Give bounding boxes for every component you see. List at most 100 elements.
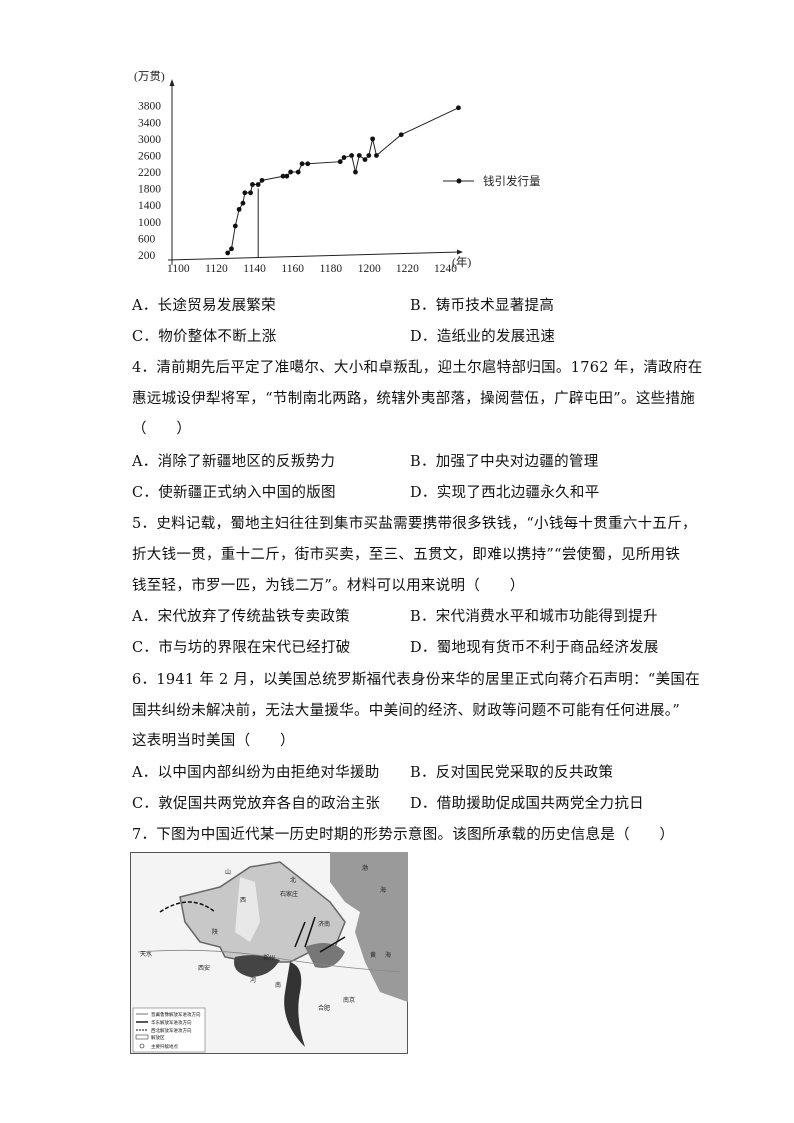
q4-option-b[interactable]: B．加强了中央对边疆的管理	[410, 454, 599, 470]
q5-option-b[interactable]: B．宋代消费水平和城市功能得到提升	[410, 609, 658, 625]
q3-option-a[interactable]: A．长途贸易发展繁荣	[132, 298, 276, 314]
q6-option-b[interactable]: B．反对国民党采取的反共政策	[410, 765, 614, 781]
y-tick-label: 2200	[138, 167, 161, 179]
q5-option-a[interactable]: A．宋代放弃了传统盐铁专卖政策	[132, 609, 350, 625]
q7-stem: 7．下图为中国近代某一历史时期的形势示意图。该图所承载的历史信息是（ ）	[132, 827, 675, 843]
svg-text:河: 河	[250, 976, 256, 984]
y-tick-label: 1800	[138, 184, 161, 196]
y-tick-label: 1000	[138, 217, 161, 229]
svg-text:陕: 陕	[212, 928, 218, 936]
x-tick-label: 1100	[167, 263, 190, 275]
svg-text:天水: 天水	[140, 950, 152, 958]
x-axis-label: (年)	[452, 255, 471, 269]
legend: 钱引发行量	[443, 174, 541, 188]
data-point	[370, 136, 376, 142]
q4-option-a[interactable]: A．消除了新疆地区的反叛势力	[132, 454, 336, 470]
svg-text:海: 海	[380, 886, 386, 894]
x-tick-label: 1160	[281, 263, 304, 275]
x-axis-arrow	[457, 249, 463, 255]
data-point	[232, 223, 238, 229]
data-point	[353, 169, 358, 175]
q3-option-c[interactable]: C．物价整体不断上涨	[132, 329, 277, 345]
svg-text:山: 山	[225, 868, 231, 876]
data-point	[305, 161, 311, 167]
data-point	[366, 153, 372, 158]
data-point	[299, 161, 305, 167]
q5-option-c[interactable]: C．市与坊的界限在宋代已经打破	[132, 640, 351, 656]
data-point	[259, 177, 265, 183]
data-point	[280, 173, 286, 179]
data-point	[398, 132, 404, 138]
q6-stem: 6．1941 年 2 月，以美国总统罗斯福代表身份来华的居里正式向蒋介石声明：“…	[132, 672, 700, 688]
data-point	[225, 250, 231, 256]
data-point	[248, 190, 253, 196]
svg-text:黄: 黄	[370, 951, 376, 959]
legend-label: 钱引发行量	[483, 174, 541, 188]
svg-text:合肥: 合肥	[318, 1004, 330, 1012]
data-point	[255, 182, 261, 187]
q5-stem: 钱至轻，市罗一匹，为钱二万”。材料可以用来说明（ ）	[132, 578, 525, 594]
q3-option-b[interactable]: B．铸币技术显著提高	[410, 298, 555, 314]
q4-option-c[interactable]: C．使新疆正式纳入中国的版图	[132, 485, 336, 501]
data-point	[362, 157, 368, 163]
y-tick-label: 200	[138, 250, 156, 262]
historical-situation-map: 山 西 陕 西安 河 南 北 合肥 南京 渤 海 黄 海 济南 石家庄 天水 郑…	[130, 852, 408, 1054]
data-point	[288, 169, 294, 175]
svg-text:石家庄: 石家庄	[280, 890, 298, 898]
y-axis-arrow	[169, 79, 175, 86]
y-tick-label: 600	[138, 233, 156, 245]
svg-text:南京: 南京	[343, 996, 355, 1004]
x-tick-label: 1120	[205, 263, 228, 275]
data-point	[374, 153, 379, 158]
q3-option-d[interactable]: D．造纸业的发展迅速	[410, 329, 556, 345]
q6-stem: 这表明当时美国（ ）	[132, 733, 295, 749]
data-point	[341, 155, 347, 160]
svg-text:晋冀鲁豫解放军进攻方向: 晋冀鲁豫解放军进攻方向	[151, 1011, 201, 1018]
x-tick-label: 1200	[358, 263, 381, 275]
svg-text:华东解放军进攻方向: 华东解放军进攻方向	[151, 1019, 192, 1026]
svg-text:北: 北	[290, 876, 296, 884]
data-point	[284, 173, 290, 179]
y-tick-label: 3800	[138, 101, 161, 113]
data-point	[337, 159, 343, 165]
svg-text:西安: 西安	[198, 964, 210, 972]
q4-stem: 惠远城设伊犁将军，“节制南北两路，统辖外夷部落，操阅营伍，广辟屯田”。这些措施	[132, 391, 696, 407]
data-point	[356, 153, 362, 158]
svg-text:西: 西	[240, 897, 246, 904]
data-point	[250, 182, 255, 187]
map-legend: 晋冀鲁豫解放军进攻方向 华东解放军进攻方向 西北解放军进攻方向 解放区 主要歼敌…	[132, 1007, 206, 1053]
q6-stem: 国共纠纷未解决前，无法大量援华。中美间的经济、财政等问题不可能有任何进展。”	[132, 703, 681, 719]
data-point	[242, 190, 248, 196]
data-point	[349, 153, 355, 158]
map-labels: 山 西 陕 西安 河 南 北 合肥 南京 渤 海 黄 海 济南 石家庄 天水 郑…	[140, 864, 391, 1012]
svg-text:解放区: 解放区	[151, 1034, 165, 1041]
y-axis-label: (万贯)	[134, 70, 165, 83]
q6-option-c[interactable]: C．敦促国共两党放弃各自的政治主张	[132, 796, 381, 812]
q4-option-d[interactable]: D．实现了西北边疆永久和平	[410, 485, 600, 501]
q5-stem: 折大钱一贯，重十二斤，街市买卖，至三、五贯文，即难以携持”“尝使蜀，见所用铁	[132, 547, 681, 563]
svg-text:南: 南	[275, 981, 281, 989]
q5-option-d[interactable]: D．蜀地现有货币不利于商品经济发展	[410, 640, 659, 656]
money-issuance-chart: 200 600 1000 1400 1800 2200 2600 3000 3400 3800 11…	[134, 70, 541, 275]
svg-text:西北解放军进攻方向: 西北解放军进攻方向	[151, 1027, 192, 1034]
data-point	[295, 169, 301, 175]
y-tick-label: 1400	[138, 200, 161, 212]
x-tick-label: 1240	[434, 263, 457, 275]
y-tick-label: 3000	[138, 134, 161, 146]
data-point	[456, 105, 461, 111]
q4-stem: 4．清前期先后平定了准噶尔、大小和卓叛乱，迎土尔扈特部归国。1762 年，清政府…	[132, 360, 703, 376]
x-axis	[167, 251, 461, 261]
y-tick-label: 3400	[138, 117, 161, 129]
q6-option-d[interactable]: D．借助援助促成国共两党全力抗日	[410, 796, 644, 812]
y-tick-label: 2600	[138, 150, 161, 162]
x-tick-label: 1180	[320, 263, 343, 275]
svg-text:渤: 渤	[362, 864, 368, 872]
svg-text:主要歼敌地点: 主要歼敌地点	[151, 1043, 178, 1050]
q6-option-a[interactable]: A．以中国内部纠纷为由拒绝对华援助	[132, 765, 380, 781]
data-point	[229, 246, 234, 252]
svg-text:济南: 济南	[318, 920, 330, 928]
svg-text:海: 海	[385, 951, 391, 959]
svg-text:郑州: 郑州	[263, 954, 275, 962]
data-point	[236, 206, 242, 212]
x-tick-label: 1140	[243, 263, 266, 275]
